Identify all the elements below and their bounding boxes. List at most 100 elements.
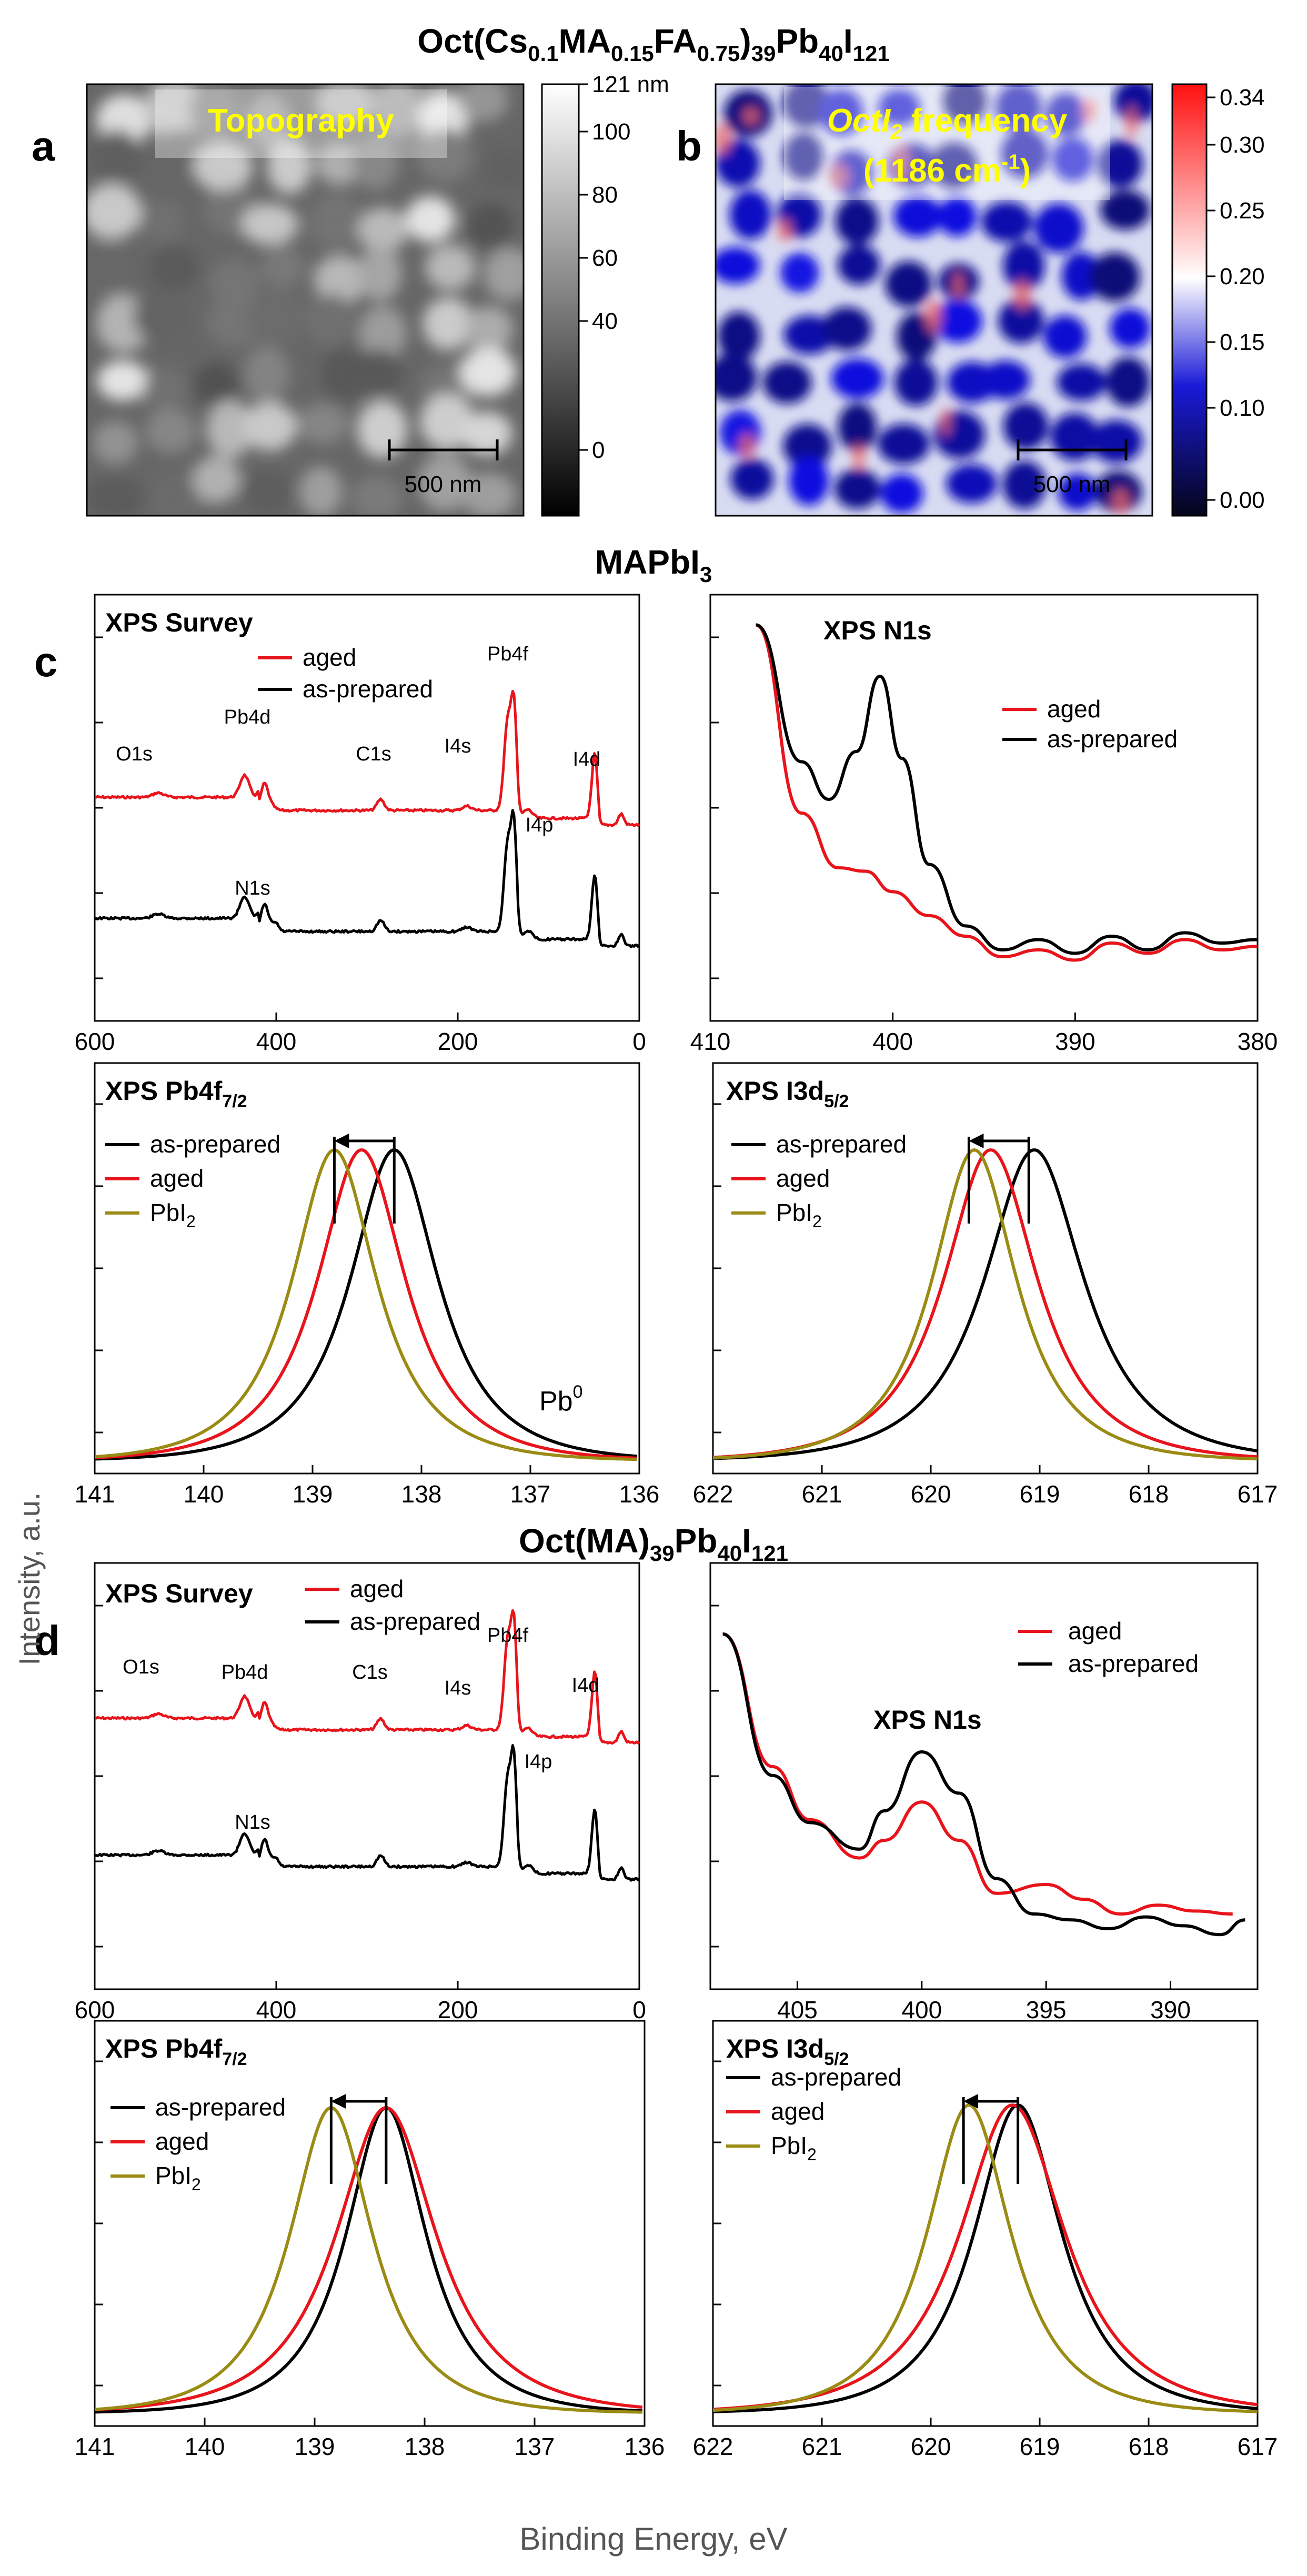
peak-label-i4d: I4d xyxy=(573,748,601,770)
hotspot xyxy=(1112,488,1130,515)
x-tick-label: 136 xyxy=(625,2433,665,2460)
domain xyxy=(1057,363,1107,401)
panel-letter-a: a xyxy=(32,123,55,169)
domain xyxy=(933,299,982,343)
aged-peak-line xyxy=(94,1148,638,1460)
x-tick-label: 618 xyxy=(1129,1480,1169,1508)
x-tick-label: 200 xyxy=(438,1028,478,1055)
c-n1s-legend-aged: aged xyxy=(1047,695,1101,723)
as-prepared-n1s-line xyxy=(722,1632,1245,1937)
domain xyxy=(729,189,771,240)
domain xyxy=(788,456,829,506)
section-title-d: Oct(MA)39Pb40I121 xyxy=(519,1522,788,1566)
x-tick-label: 400 xyxy=(256,1996,297,2023)
c-pb4f-legend-asprep: as-prepared xyxy=(150,1130,280,1158)
grain xyxy=(206,400,254,458)
pb0-annotation: Pb0 xyxy=(539,1382,583,1417)
panel-d-n1s: XPS N1s aged as-prepared 405 400 395 390 xyxy=(709,1562,1259,2023)
domain xyxy=(930,142,978,189)
as-prepared-peak-line xyxy=(94,2106,642,2414)
grain xyxy=(357,400,408,458)
grain xyxy=(208,258,260,308)
c-survey-legend-asprep: as-prepared xyxy=(303,675,433,703)
domain xyxy=(1061,252,1101,300)
colorbar-b: 0.34 0.30 0.25 0.20 0.15 0.10 0.00 xyxy=(1171,83,1265,517)
x-tick-label: 0 xyxy=(632,1028,646,1055)
domain xyxy=(946,464,998,504)
aged-survey-line xyxy=(94,690,640,827)
grain xyxy=(419,394,475,450)
grain xyxy=(423,297,474,350)
as-prepared-survey-line xyxy=(94,1744,640,1882)
aged-n1s-line xyxy=(755,623,1258,962)
panel-d-i3d: XPS I3d5/2 as-prepared aged PbI2 622 621 6… xyxy=(693,2020,1278,2460)
x-tick-label: 137 xyxy=(515,2433,555,2460)
x-tick-label: 619 xyxy=(1020,2433,1060,2460)
shift-arrowhead xyxy=(334,1134,349,1148)
colorbar-b-tick-label: 0.34 xyxy=(1220,85,1265,111)
domain xyxy=(937,196,977,237)
domain xyxy=(880,474,923,514)
peak-label-i4d: I4d xyxy=(572,1675,600,1697)
y-axis-label: Intensity, a.u. xyxy=(13,1492,46,1666)
x-tick-label: 136 xyxy=(619,1480,660,1508)
frequency-map: OctI2 frequency (1186 cm-1) 500 nm xyxy=(715,83,1153,517)
hotspot xyxy=(852,443,866,470)
c-n1s-title: XPS N1s xyxy=(823,616,932,645)
peak-label-pb4f: Pb4f xyxy=(487,1625,529,1647)
peak-label-pb4f: Pb4f xyxy=(487,643,529,665)
grain xyxy=(374,84,420,137)
domain xyxy=(998,298,1044,344)
x-tick-label: 140 xyxy=(185,2433,225,2460)
panel-c-i3d: XPS I3d5/2 as-prepared aged PbI2 622 621 6… xyxy=(693,1062,1278,1508)
domain xyxy=(942,84,987,125)
domain xyxy=(885,260,932,307)
topography-label-box xyxy=(155,89,447,158)
hotspot xyxy=(716,124,731,155)
colorbar-b-tick-label: 0.15 xyxy=(1220,329,1265,355)
colorbar-a-tick-label: 0 xyxy=(592,437,605,463)
hotspot xyxy=(1125,105,1138,138)
shift-arrowhead xyxy=(969,1134,984,1148)
x-tick-label: 139 xyxy=(295,2433,335,2460)
grain xyxy=(242,469,293,515)
c-i3d-title: XPS I3d5/2 xyxy=(726,1076,849,1111)
x-tick-label: 621 xyxy=(802,1480,842,1508)
grain xyxy=(418,454,472,512)
domain xyxy=(1043,315,1087,358)
grain xyxy=(483,247,524,301)
x-tick-label: 617 xyxy=(1238,1480,1278,1508)
hotspot xyxy=(893,145,908,178)
frequency-label-box xyxy=(784,87,1110,200)
hotspot xyxy=(829,165,848,188)
peak-label-c1s: C1s xyxy=(356,743,391,765)
d-survey-title: XPS Survey xyxy=(105,1579,253,1608)
x-tick-label: 0 xyxy=(632,1996,646,2023)
domain xyxy=(762,361,812,404)
grain xyxy=(465,306,514,352)
domain xyxy=(837,245,880,285)
x-tick-label: 140 xyxy=(184,1480,224,1508)
colorbar-a: 121 nm 100 80 60 40 0 xyxy=(541,72,669,517)
as-prepared-peak-line xyxy=(712,2103,1258,2413)
shift-arrowhead xyxy=(331,2094,346,2109)
d-n1s-legend-aged: aged xyxy=(1068,1617,1122,1645)
grain xyxy=(459,84,508,122)
d-i3d-legend-pbi2: PbI2 xyxy=(771,2132,817,2164)
x-tick-label: 410 xyxy=(690,1028,731,1055)
hotspot xyxy=(1013,279,1031,310)
grain xyxy=(308,193,363,249)
grain xyxy=(267,139,311,194)
domain xyxy=(1097,139,1143,188)
domain xyxy=(1052,137,1094,182)
domain xyxy=(1089,252,1140,302)
c-survey-legend-aged: aged xyxy=(303,644,356,671)
as-prepared-survey-line xyxy=(94,809,640,948)
section-title-c: MAPbI3 xyxy=(595,543,712,587)
domain xyxy=(981,360,1030,400)
domain xyxy=(838,403,877,452)
x-tick-label: 400 xyxy=(901,1996,942,2023)
grain xyxy=(87,184,142,239)
hotspot xyxy=(952,272,964,300)
domain xyxy=(783,315,835,355)
